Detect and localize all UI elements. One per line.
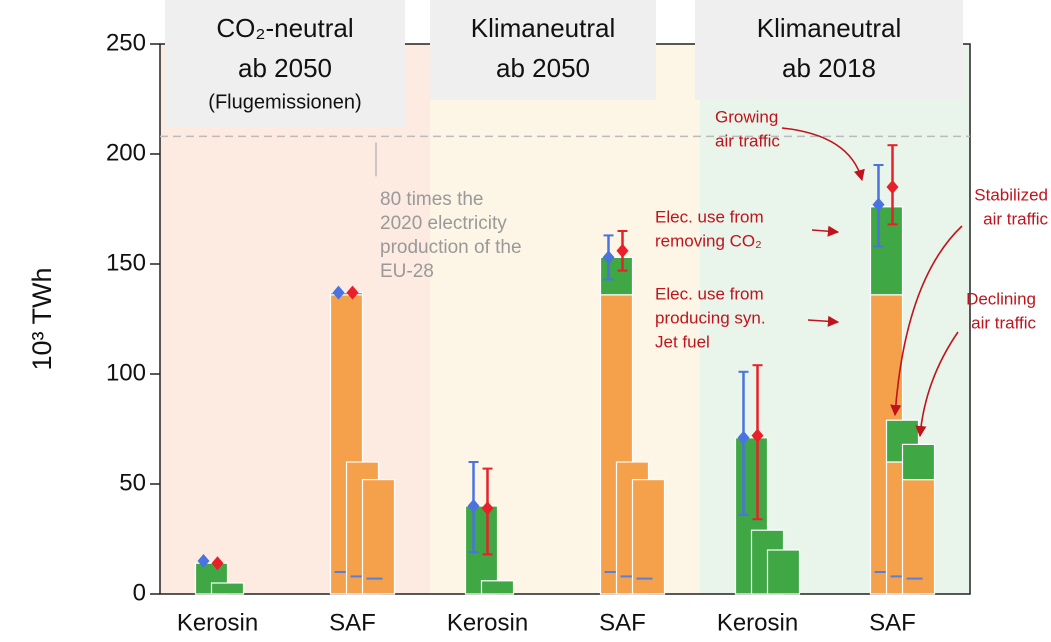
annotation: Growing	[715, 107, 778, 126]
annotation: Declining	[966, 289, 1036, 308]
bar-segment	[631, 479, 666, 595]
annotation-arrow	[811, 225, 840, 237]
error-point	[602, 250, 615, 265]
annotation-arrow	[890, 225, 963, 417]
error-point	[751, 428, 764, 443]
panel-title: Klimaneutral	[757, 13, 902, 43]
annotation: Elec. use from	[655, 284, 764, 303]
reference-note: 80 times the	[380, 189, 484, 210]
error-point	[211, 556, 224, 571]
error-point	[467, 499, 480, 513]
x-tick-label: Kerosin	[177, 609, 258, 636]
bar-segment	[766, 549, 801, 595]
annotation: air traffic	[971, 313, 1036, 332]
panel-title: ab 2050	[496, 53, 590, 83]
annotation-arrow	[807, 315, 840, 327]
x-tick-label: Kerosin	[447, 609, 528, 636]
y-tick-label: 150	[106, 249, 146, 276]
error-point	[481, 501, 494, 516]
error-point	[737, 430, 750, 445]
error-point	[332, 285, 345, 300]
bar-segment	[901, 479, 936, 595]
annotation: removing CO₂	[655, 231, 762, 250]
bar-segment	[869, 206, 904, 296]
annotation: air traffic	[715, 131, 780, 150]
x-tick-label: SAF	[869, 609, 916, 636]
bar-segment	[480, 580, 515, 595]
x-tick-label: SAF	[329, 609, 376, 636]
error-point	[886, 180, 899, 194]
error-point	[616, 243, 629, 258]
annotation: producing syn.	[655, 308, 766, 327]
annotation-arrow	[781, 127, 865, 182]
annotation: Stabilized	[974, 185, 1048, 204]
reference-note: production of the	[380, 237, 522, 258]
annotation: Jet fuel	[655, 332, 710, 351]
panel-title-box	[430, 0, 656, 100]
bar-segment	[361, 479, 396, 595]
panel-title: (Flugemissionen)	[208, 91, 361, 113]
y-tick-label: 200	[106, 139, 146, 166]
error-point	[872, 197, 885, 212]
y-tick-label: 0	[133, 579, 146, 606]
bar-segment	[599, 256, 634, 296]
panel-title: CO₂-neutral	[216, 13, 353, 43]
panel-title: Klimaneutral	[471, 13, 616, 43]
x-tick-label: SAF	[599, 609, 646, 636]
bar-segment	[210, 582, 245, 595]
error-point	[346, 285, 359, 300]
y-tick-label: 100	[106, 359, 146, 386]
panel-title-box	[695, 0, 963, 100]
reference-note: 2020 electricity	[380, 213, 507, 234]
panel-title: ab 2050	[238, 53, 332, 83]
y-tick-label: 50	[119, 469, 146, 496]
reference-note: EU-28	[380, 261, 434, 282]
x-tick-label: Kerosin	[717, 609, 798, 636]
error-point	[197, 554, 210, 568]
panel-title: ab 2018	[782, 53, 876, 83]
y-axis-label: 10³ TWh	[27, 267, 57, 370]
annotation: air traffic	[983, 209, 1048, 228]
annotation-arrow	[915, 331, 959, 438]
y-tick-label: 250	[106, 29, 146, 56]
panel-title-box	[165, 0, 405, 128]
annotation: Elec. use from	[655, 207, 764, 226]
bar-segment	[901, 443, 936, 481]
